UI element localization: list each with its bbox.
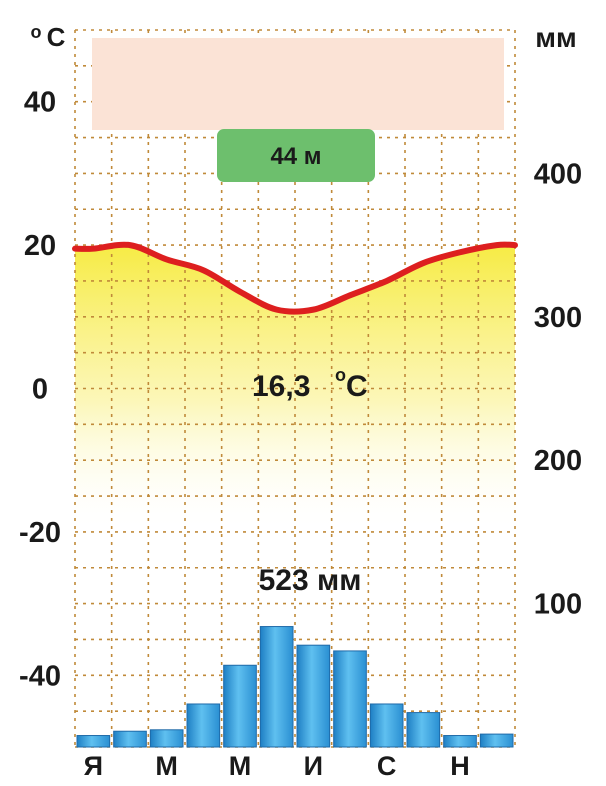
precipitation-bar [113, 730, 147, 748]
precipitation-bar [259, 626, 294, 748]
month-label: Я [84, 751, 103, 781]
month-label: М [229, 751, 252, 781]
svg-text:o: o [31, 22, 42, 42]
temperature-tick-label: 40 [24, 87, 56, 119]
precipitation-bar [223, 664, 257, 748]
temperature-line [72, 241, 518, 315]
temperature-tick-label: -40 [19, 660, 61, 692]
temperature-tick-label: 0 [32, 374, 48, 406]
month-label: М [155, 751, 178, 781]
precipitation-tick-label: 400 [534, 158, 582, 190]
precipitation-bar [479, 733, 514, 748]
precipitation-bars [76, 626, 514, 748]
month-label: Н [450, 751, 470, 781]
elevation-label: 44 м [270, 143, 321, 170]
precipitation-bar [186, 703, 221, 748]
precipitation-tick-label: 300 [534, 302, 582, 334]
temperature-tick-label: 20 [24, 230, 56, 262]
precipitation-bar [296, 644, 331, 748]
svg-text:16,3: 16,3 [252, 370, 310, 403]
svg-text:C: C [346, 370, 368, 403]
precipitation-bar [443, 735, 477, 748]
month-label: И [304, 751, 323, 781]
precipitation-tick-label: 100 [534, 589, 582, 621]
temperature-tick-label: -20 [19, 517, 61, 549]
elevation-badge [217, 129, 375, 182]
temperature-axis-ticks: 40 20 0 -20 -40 [19, 87, 61, 693]
precipitation-bar [406, 712, 441, 748]
precipitation-axis-ticks: 400 300 200 100 [534, 158, 582, 620]
precipitation-bar [76, 735, 111, 748]
header-box [92, 38, 504, 130]
precipitation-bar [333, 650, 367, 748]
precipitation-unit-label: мм [535, 22, 576, 53]
annual-precipitation-annotation: 523 мм [259, 564, 362, 597]
month-label: С [377, 751, 397, 781]
temperature-unit-label: o C [31, 22, 66, 52]
precipitation-bar [149, 729, 184, 748]
precipitation-bar [369, 703, 404, 748]
precipitation-tick-label: 200 [534, 445, 582, 477]
mean-temperature-annotation: 16,3 o C [252, 365, 368, 403]
svg-text:o: o [335, 365, 346, 385]
svg-text:C: C [47, 22, 66, 52]
